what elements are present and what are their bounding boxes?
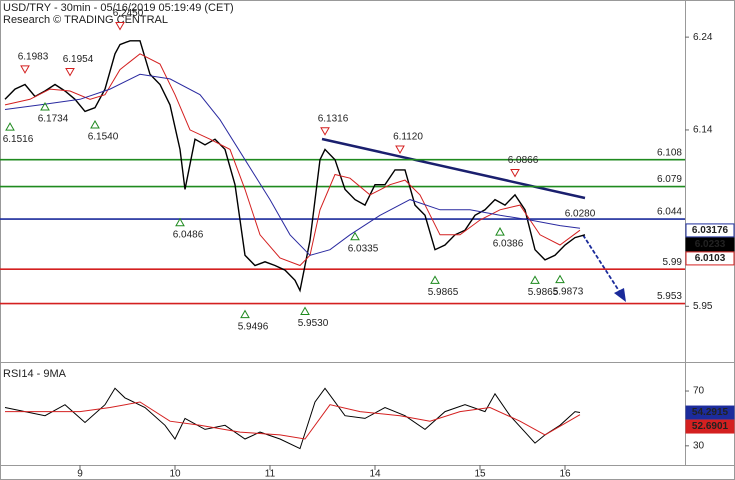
price-tag bbox=[685, 237, 735, 252]
x-tick-label: 9 bbox=[77, 469, 83, 480]
low-marker bbox=[40, 101, 50, 111]
high-marker bbox=[320, 127, 330, 136]
level-label: 5.953 bbox=[657, 291, 682, 302]
level-label: 6.044 bbox=[657, 207, 682, 218]
low-marker bbox=[495, 227, 505, 236]
low-label: 5.9865 bbox=[528, 287, 559, 298]
price-tag bbox=[685, 405, 735, 420]
high-marker bbox=[20, 65, 30, 74]
high-marker bbox=[395, 145, 405, 154]
low-label: 6.1516 bbox=[3, 134, 34, 145]
price-tag-label: 52.6901 bbox=[692, 421, 729, 432]
high-marker bbox=[65, 68, 75, 77]
price-label: 6.0280 bbox=[565, 209, 596, 220]
low-marker bbox=[430, 275, 440, 284]
high-marker bbox=[510, 169, 520, 178]
low-label: 5.9496 bbox=[238, 321, 269, 332]
y-tick-label: 5.95 bbox=[693, 301, 713, 312]
low-marker bbox=[175, 217, 185, 227]
series-line bbox=[5, 401, 581, 440]
high-label: 6.0866 bbox=[508, 155, 539, 166]
series-line bbox=[4, 40, 586, 293]
high-label: 6.1316 bbox=[318, 113, 349, 124]
chart-title: USD/TRY - 30min - 05/16/2019 05:19:49 (C… bbox=[3, 2, 234, 14]
series-line bbox=[4, 53, 581, 267]
price-tag bbox=[685, 419, 735, 434]
low-marker bbox=[530, 275, 540, 284]
price-tag bbox=[685, 251, 735, 266]
low-label: 6.0486 bbox=[173, 229, 204, 240]
low-label: 6.1734 bbox=[38, 114, 69, 125]
level-label: 6.108 bbox=[657, 147, 682, 158]
low-marker bbox=[300, 306, 310, 316]
rsi-title: RSI14 - 9MA bbox=[3, 368, 67, 380]
x-tick-label: 11 bbox=[265, 469, 276, 480]
low-label: 5.9865 bbox=[428, 287, 459, 298]
y-tick-label: 30 bbox=[693, 440, 705, 451]
high-label: 6.2450 bbox=[113, 8, 144, 19]
x-tick-label: 16 bbox=[559, 469, 571, 480]
low-marker bbox=[240, 309, 250, 319]
price-tag-label: 54.2915 bbox=[692, 407, 729, 418]
x-tick-label: 10 bbox=[169, 469, 181, 480]
low-label: 6.0335 bbox=[348, 243, 379, 254]
price-tag bbox=[685, 223, 735, 238]
trendline bbox=[321, 137, 586, 200]
level-label: 6.079 bbox=[657, 174, 682, 185]
arrow-head bbox=[614, 288, 626, 302]
level-label: 5.99 bbox=[663, 257, 683, 268]
low-marker bbox=[90, 119, 100, 129]
high-label: 6.1983 bbox=[18, 51, 49, 62]
x-tick-label: 14 bbox=[369, 469, 381, 480]
y-tick-label: 6.14 bbox=[693, 125, 713, 136]
low-marker bbox=[5, 122, 15, 131]
series-line bbox=[4, 73, 581, 256]
low-marker bbox=[555, 274, 565, 284]
high-label: 6.1954 bbox=[63, 54, 94, 65]
y-tick-label: 70 bbox=[693, 386, 705, 397]
low-label: 6.0386 bbox=[493, 239, 524, 250]
low-label: 5.9530 bbox=[298, 318, 329, 329]
low-marker bbox=[350, 231, 360, 241]
y-tick-label: 6.24 bbox=[693, 32, 713, 43]
low-label: 6.1540 bbox=[88, 132, 119, 143]
chart-subtitle: Research © TRADING CENTRAL bbox=[3, 14, 168, 26]
price-tag-label: 6.0103 bbox=[695, 253, 726, 264]
price-tag-label: 6.0233 bbox=[695, 239, 726, 250]
low-label: 5.9873 bbox=[553, 286, 584, 297]
price-tag-label: 6.03176 bbox=[692, 225, 729, 236]
high-marker bbox=[115, 21, 125, 31]
high-label: 6.1120 bbox=[393, 132, 423, 143]
series-line bbox=[4, 387, 581, 450]
x-tick-label: 15 bbox=[474, 469, 486, 480]
